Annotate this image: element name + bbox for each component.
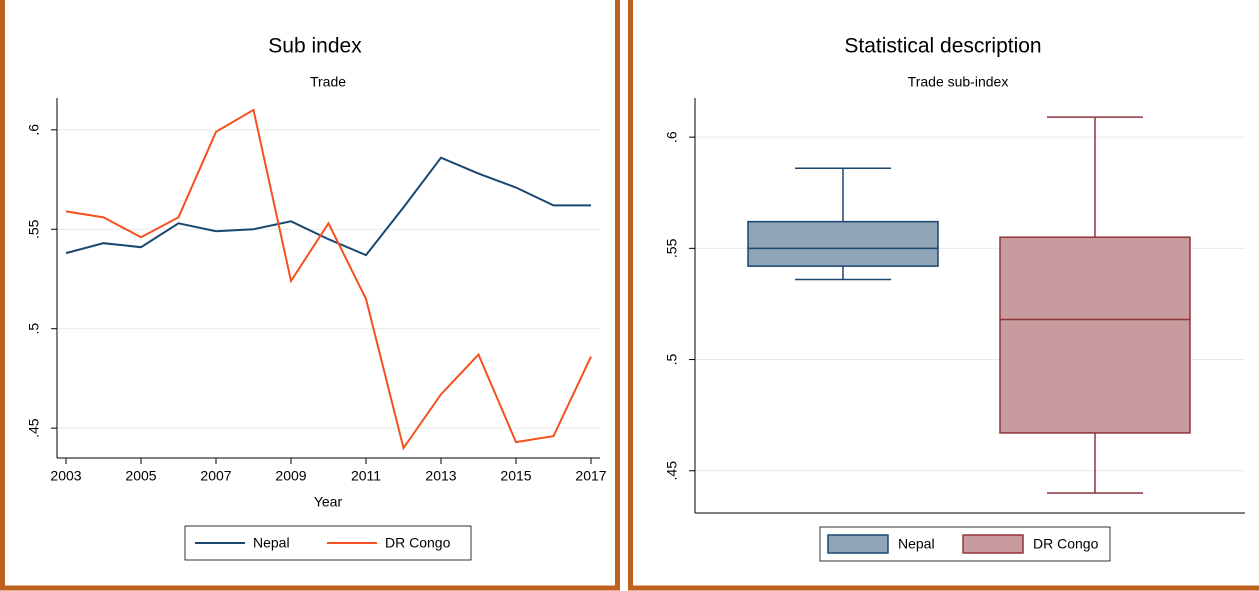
x-axis-label: Year	[314, 494, 343, 510]
legend-label: Nepal	[898, 536, 935, 552]
panel	[0, 0, 620, 591]
box	[747, 220, 939, 267]
y-tick-label: .55	[664, 238, 680, 258]
legend-label: DR Congo	[1033, 536, 1099, 552]
y-tick-label: .6	[664, 131, 680, 143]
x-tick-label: 2015	[500, 468, 531, 484]
x-tick-label: 2017	[575, 468, 606, 484]
chart-title: Sub index	[268, 35, 362, 58]
y-tick-label: .45	[26, 418, 42, 438]
chart: Statistical description Trade sub-index …	[628, 0, 1259, 591]
legend-label: Nepal	[253, 535, 290, 551]
x-tick-label: 2013	[425, 468, 456, 484]
legend-swatch	[962, 534, 1024, 554]
x-tick-label: 2009	[275, 468, 306, 484]
x-tick-label: 2007	[200, 468, 231, 484]
x-tick-label: 2011	[351, 468, 381, 484]
x-tick-label: 2003	[50, 468, 81, 484]
y-tick-label: .5	[664, 353, 680, 365]
chart-title: Statistical description	[844, 35, 1041, 58]
line	[65, 156, 591, 257]
y-tick-label: .55	[26, 219, 42, 239]
y-tick-label: .5	[26, 323, 42, 335]
legend-swatch	[827, 534, 889, 554]
chart: Sub index Trade Year .45 .5 .55 .6 2003 2005 2…	[0, 0, 620, 591]
y-tick-label: .6	[26, 124, 42, 136]
legend-label: DR Congo	[385, 535, 451, 551]
chart-subtitle: Trade sub-index	[908, 74, 1009, 90]
box	[999, 236, 1191, 434]
y-tick-label: .45	[664, 461, 680, 481]
x-tick-label: 2005	[125, 468, 156, 484]
chart-subtitle: Trade	[310, 74, 346, 90]
line	[65, 108, 592, 451]
